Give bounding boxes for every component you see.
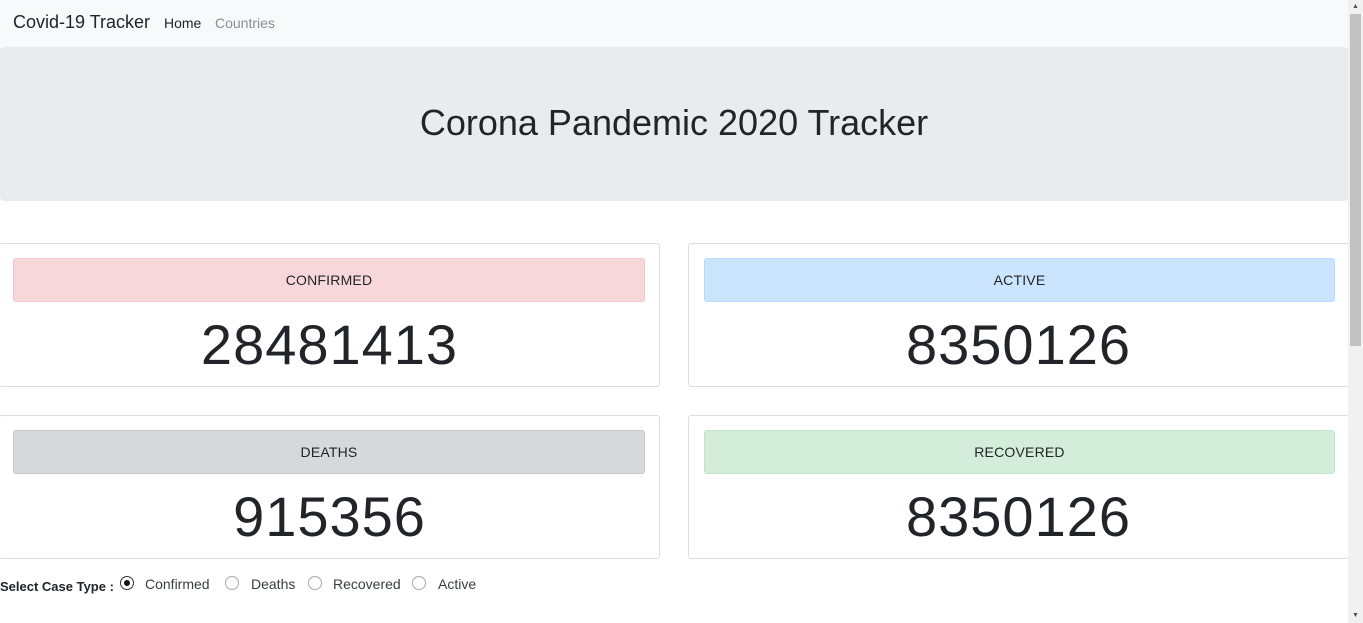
- deaths-label: DEATHS: [13, 430, 645, 474]
- active-card: ACTIVE 8350126: [688, 243, 1349, 387]
- page-title: Corona Pandemic 2020 Tracker: [419, 102, 929, 143]
- radio-deaths-label[interactable]: Deaths: [251, 576, 296, 592]
- radio-recovered[interactable]: [308, 576, 322, 590]
- active-label: ACTIVE: [704, 258, 1335, 302]
- radio-deaths[interactable]: [225, 576, 239, 590]
- recovered-label: RECOVERED: [704, 430, 1335, 474]
- nav-link-home[interactable]: Home: [164, 15, 202, 31]
- case-type-label: Select Case Type :: [0, 579, 114, 594]
- deaths-card: DEATHS 915356: [0, 415, 660, 559]
- scrollbar-thumb[interactable]: [1350, 14, 1361, 346]
- confirmed-label: CONFIRMED: [13, 258, 645, 302]
- radio-confirmed-label[interactable]: Confirmed: [145, 576, 210, 592]
- radio-active[interactable]: [412, 576, 426, 590]
- scroll-down-arrow-icon[interactable]: ▼: [1352, 612, 1359, 619]
- vertical-scrollbar[interactable]: ▲ ▼: [1348, 0, 1363, 623]
- recovered-card: RECOVERED 8350126: [688, 415, 1349, 559]
- header-banner: Corona Pandemic 2020 Tracker: [0, 47, 1348, 201]
- navbar: Covid-19 Tracker Home Countries: [0, 0, 1348, 47]
- radio-confirmed[interactable]: [120, 576, 134, 590]
- recovered-value: 8350126: [905, 485, 1131, 548]
- confirmed-value: 28481413: [200, 313, 459, 376]
- case-type-selector: Select Case Type : Confirmed Deaths Reco…: [0, 575, 700, 595]
- active-value: 8350126: [905, 313, 1131, 376]
- navbar-brand[interactable]: Covid-19 Tracker: [13, 12, 151, 32]
- nav-link-countries[interactable]: Countries: [215, 15, 275, 31]
- radio-recovered-label[interactable]: Recovered: [333, 576, 401, 592]
- confirmed-card: CONFIRMED 28481413: [0, 243, 660, 387]
- radio-active-label[interactable]: Active: [438, 576, 477, 592]
- deaths-value: 915356: [233, 485, 426, 548]
- scroll-up-arrow-icon[interactable]: ▲: [1352, 3, 1359, 10]
